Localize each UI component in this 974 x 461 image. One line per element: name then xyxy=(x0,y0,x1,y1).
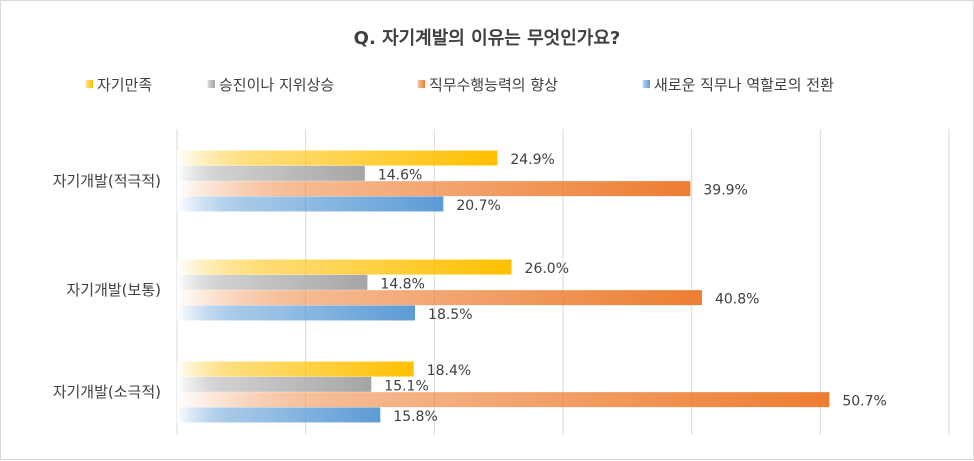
data-label: 18.5% xyxy=(428,307,472,323)
category-label: 자기개발(적극적) xyxy=(53,172,161,190)
legend-swatch-1 xyxy=(85,80,93,88)
data-labels: 24.9% 14.6% 39.9% 20.7% 26.0% 14.8% 40.8% 18.5%… xyxy=(378,152,887,425)
data-label: 15.8% xyxy=(393,409,437,425)
bar xyxy=(177,376,372,392)
bar xyxy=(177,274,368,290)
data-label: 18.4% xyxy=(427,363,471,379)
category-label: 자기개발(소극적) xyxy=(53,383,161,401)
data-label: 39.9% xyxy=(703,183,747,199)
bar xyxy=(177,305,416,321)
data-label: 26.0% xyxy=(525,261,569,277)
bar xyxy=(177,165,365,181)
data-label: 40.8% xyxy=(715,292,759,308)
chart-bars xyxy=(177,150,830,423)
legend-label-3: 직무수행능력의 향상 xyxy=(429,76,558,94)
bar xyxy=(177,181,691,197)
legend-swatch-3 xyxy=(417,80,425,88)
data-label: 14.8% xyxy=(380,276,424,292)
bar xyxy=(177,290,702,306)
bar xyxy=(177,407,381,423)
legend-swatch-2 xyxy=(207,80,215,88)
category-axis-labels: 자기개발(적극적) 자기개발(보통) 자기개발(소극적) xyxy=(53,172,161,401)
data-label: 50.7% xyxy=(842,394,886,410)
bar xyxy=(177,196,444,212)
bar xyxy=(177,361,414,377)
chart-legend: 자기만족 승진이나 지위상승 직무수행능력의 향상 새로운 직무나 역할로의 전환 xyxy=(85,76,834,94)
bar xyxy=(177,150,498,166)
data-label: 20.7% xyxy=(456,198,500,214)
data-label: 14.6% xyxy=(378,167,422,183)
category-label: 자기개발(보통) xyxy=(66,281,161,299)
bar xyxy=(177,392,830,408)
legend-label-2: 승진이나 지위상승 xyxy=(219,76,334,94)
chart-title: Q. 자기계발의 이유는 무엇인가요? xyxy=(354,28,621,49)
legend-swatch-4 xyxy=(642,80,650,88)
data-label: 24.9% xyxy=(510,152,554,168)
data-label: 15.1% xyxy=(384,378,428,394)
legend-label-4: 새로운 직무나 역할로의 전환 xyxy=(654,76,834,94)
legend-label-1: 자기만족 xyxy=(97,76,152,94)
bar xyxy=(177,259,512,275)
